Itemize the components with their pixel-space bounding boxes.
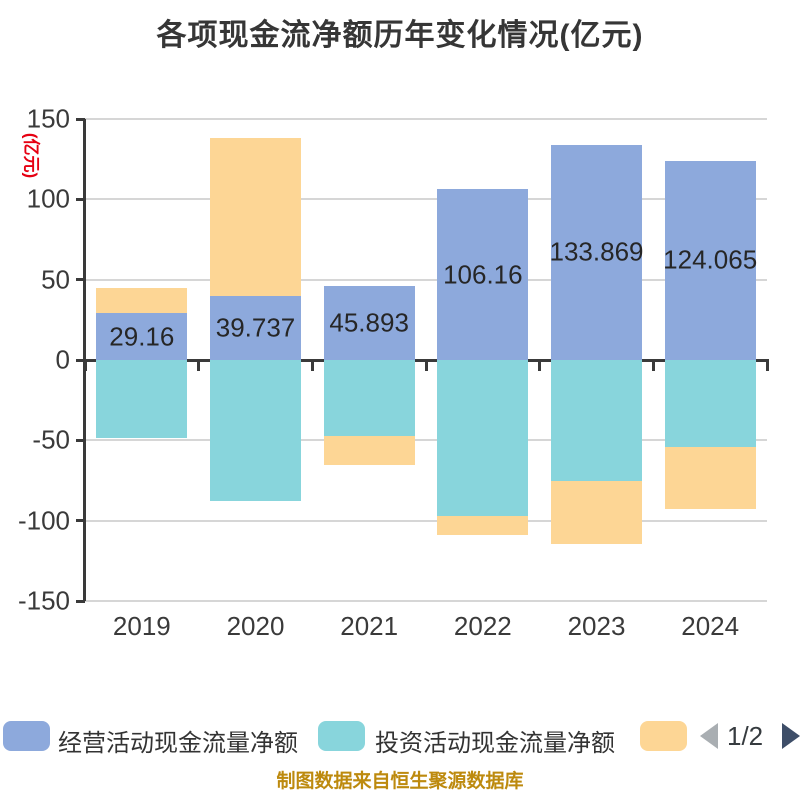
bar-operating-2023[interactable] [551,144,642,360]
y-axis-tick [76,358,85,362]
bar-financing-2022[interactable] [437,515,529,535]
legend-swatch-1[interactable] [318,721,365,751]
bar-value-label-2021: 45.893 [329,307,409,338]
y-tick-label: 100 [26,183,70,214]
legend-prev-page-arrow[interactable] [700,723,718,749]
y-axis-tick [76,278,85,282]
bar-financing-2021[interactable] [323,435,415,465]
bar-investing-2024[interactable] [664,360,756,447]
y-tick-label: 150 [26,103,70,134]
y-gridline [85,600,767,602]
y-tick-label: 0 [55,344,70,375]
x-axis-tick [765,358,769,371]
y-axis-tick [76,519,85,523]
legend: 1/2 经营活动现金流量净额 投资活动现金流量净额 [0,721,800,757]
legend-swatch-0[interactable] [3,721,50,751]
data-source-note: 制图数据来自恒生聚源数据库 [276,771,524,792]
chart-title: 各项现金流净额历年变化情况(亿元) [156,19,644,52]
x-axis-tick [197,358,201,371]
y-tick-label: 50 [41,264,70,295]
legend-label-0[interactable]: 经营活动现金流量净额 [58,730,298,757]
x-axis-label-2023: 2023 [567,611,626,641]
x-axis-tick [310,358,314,371]
legend-next-page-arrow[interactable] [782,723,800,749]
x-axis-label-2024: 2024 [681,611,740,641]
bar-financing-2020[interactable] [210,137,301,297]
x-axis-tick [538,358,542,371]
y-axis-tick [76,117,85,121]
y-tick-label: -50 [32,424,70,455]
y-axis-tick [76,599,85,603]
legend-swatch-2[interactable] [640,721,687,751]
bar-value-label-2020: 39.737 [215,312,296,343]
bar-investing-2022[interactable] [437,360,529,516]
x-axis-label-2020: 2020 [226,611,285,641]
bar-operating-2020[interactable] [210,296,301,360]
y-gridline [85,278,767,281]
y-tick-label: -150 [17,585,70,616]
bar-operating-2024[interactable] [664,160,756,360]
bar-value-label-2024: 124.065 [663,244,758,275]
y-tick-label: -100 [17,505,70,536]
y-gridline [85,118,767,120]
bar-value-label-2019: 29.16 [109,321,175,352]
bar-operating-2019[interactable] [96,313,188,360]
bar-financing-2024[interactable] [664,446,756,509]
bar-investing-2019[interactable] [96,360,188,438]
y-gridline [85,439,767,442]
bar-value-label-2023: 133.869 [549,236,644,267]
bar-investing-2021[interactable] [323,360,415,436]
x-axis-label-2019: 2019 [112,611,171,641]
bar-investing-2023[interactable] [551,360,642,481]
y-axis-tick [76,438,85,442]
x-axis-tick [651,358,655,371]
y-gridline [85,198,767,201]
legend-label-1[interactable]: 投资活动现金流量净额 [375,730,615,757]
bar-value-label-2022: 106.16 [443,259,523,290]
x-axis-label-2022: 2022 [453,611,512,641]
bar-investing-2020[interactable] [210,360,301,501]
y-axis-tick [76,197,85,201]
x-axis-tick [424,358,428,371]
bar-operating-2021[interactable] [323,286,415,360]
x-axis-label-2021: 2021 [340,611,399,641]
x-axis-tick [83,358,87,371]
legend-page-indicator: 1/2 [727,721,764,751]
bar-financing-2019[interactable] [96,287,188,314]
bar-operating-2022[interactable] [437,189,529,360]
y-gridline [85,519,767,522]
bar-financing-2023[interactable] [551,480,642,544]
